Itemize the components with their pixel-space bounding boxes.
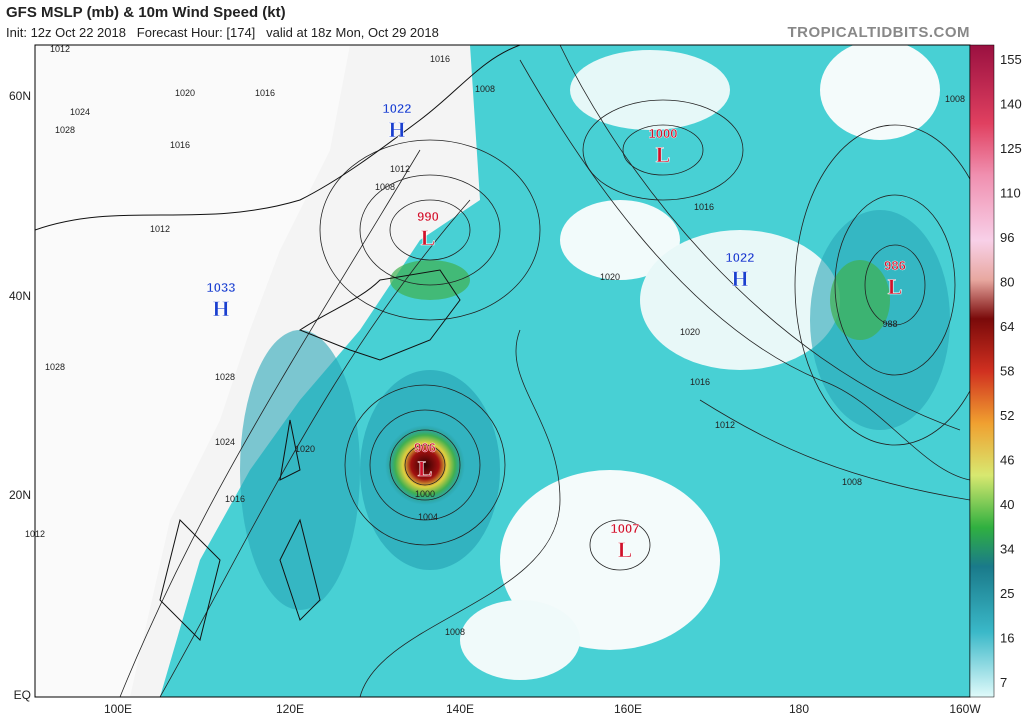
pressure-value: 1000	[649, 126, 678, 141]
colorbar-label: 96	[1000, 230, 1014, 245]
pressure-symbol: H	[388, 117, 405, 142]
pressure-symbol: L	[888, 274, 903, 299]
isobar-label: 1008	[945, 94, 965, 104]
colorbar-label: 58	[1000, 364, 1014, 379]
isobar-label: 1012	[390, 164, 410, 174]
pressure-value: 986	[884, 258, 906, 273]
isobar-label: 1004	[418, 512, 438, 522]
longitude-label: 100E	[104, 702, 132, 716]
isobar-label: 1016	[170, 140, 190, 150]
colorbar-label: 52	[1000, 408, 1014, 423]
isobar-label: 1024	[70, 107, 90, 117]
pressure-symbol: L	[418, 456, 433, 481]
pressure-value: 906	[414, 440, 436, 455]
colorbar-label: 155	[1000, 52, 1022, 67]
isobar-label: 1016	[694, 202, 714, 212]
title: GFS MSLP (mb) & 10m Wind Speed (kt)	[6, 4, 286, 21]
colorbar-label: 110	[1000, 186, 1021, 201]
pressure-symbol: L	[656, 142, 671, 167]
colorbar-label: 7	[1000, 675, 1007, 690]
isobar-label: 1016	[225, 494, 245, 504]
isobar-label: 988	[882, 319, 897, 329]
longitude-label: 140E	[446, 702, 474, 716]
latitude-label: EQ	[14, 688, 31, 702]
pressure-value: 1022	[383, 101, 412, 116]
colorbar-label: 46	[1000, 453, 1014, 468]
isobar-label: 1020	[175, 88, 195, 98]
longitude-label: 160W	[949, 702, 981, 716]
pressure-value: 1022	[726, 250, 755, 265]
latitude-label: 20N	[9, 488, 31, 502]
isobar-label: 1008	[375, 182, 395, 192]
longitude-label: 160E	[614, 702, 642, 716]
isobar-label: 1016	[255, 88, 275, 98]
pressure-value: 1033	[207, 280, 236, 295]
isobar-label: 1012	[715, 420, 735, 430]
isobar-label: 1020	[600, 272, 620, 282]
colorbar-label: 80	[1000, 275, 1014, 290]
colorbar	[969, 44, 995, 698]
isobar-label: 1012	[150, 224, 170, 234]
colorbar-label: 34	[1000, 542, 1014, 557]
longitude-label: 180	[789, 702, 809, 716]
isobar-label: 1020	[680, 327, 700, 337]
isobar-label: 1008	[842, 477, 862, 487]
pressure-symbol: H	[212, 296, 229, 321]
latitude-label: 40N	[9, 289, 31, 303]
isobar-label: 1012	[50, 44, 70, 54]
isobar-label: 1028	[45, 362, 65, 372]
isobar-label: 1008	[445, 627, 465, 637]
isobar-label: 1012	[25, 529, 45, 539]
isobar-label: 1028	[215, 372, 235, 382]
pressure-value: 990	[417, 209, 439, 224]
colorbar-label: 16	[1000, 631, 1014, 646]
colorbar-label: 140	[1000, 97, 1022, 112]
pressure-value: 1007	[611, 521, 640, 536]
isobar-label: 1016	[690, 377, 710, 387]
pressure-symbol: L	[421, 225, 436, 250]
isobar-label: 1016	[430, 54, 450, 64]
latitude-label: 60N	[9, 89, 31, 103]
isobar-label: 1024	[215, 437, 235, 447]
map-field	[35, 45, 970, 697]
colorbar-label: 40	[1000, 497, 1014, 512]
pressure-symbol: L	[618, 537, 633, 562]
isobar-label: 1028	[55, 125, 75, 135]
isobar-label: 1000	[415, 489, 435, 499]
pressure-symbol: H	[731, 266, 748, 291]
subtitle: Init: 12z Oct 22 2018 Forecast Hour: [17…	[6, 25, 439, 40]
colorbar-label: 125	[1000, 141, 1022, 156]
isobar-label: 1020	[295, 444, 315, 454]
isobar-label: 1008	[475, 84, 495, 94]
colorbar-label: 25	[1000, 586, 1014, 601]
longitude-label: 120E	[276, 702, 304, 716]
colorbar-label: 64	[1000, 319, 1014, 334]
credit: TROPICALTIDBITS.COM	[787, 24, 970, 41]
